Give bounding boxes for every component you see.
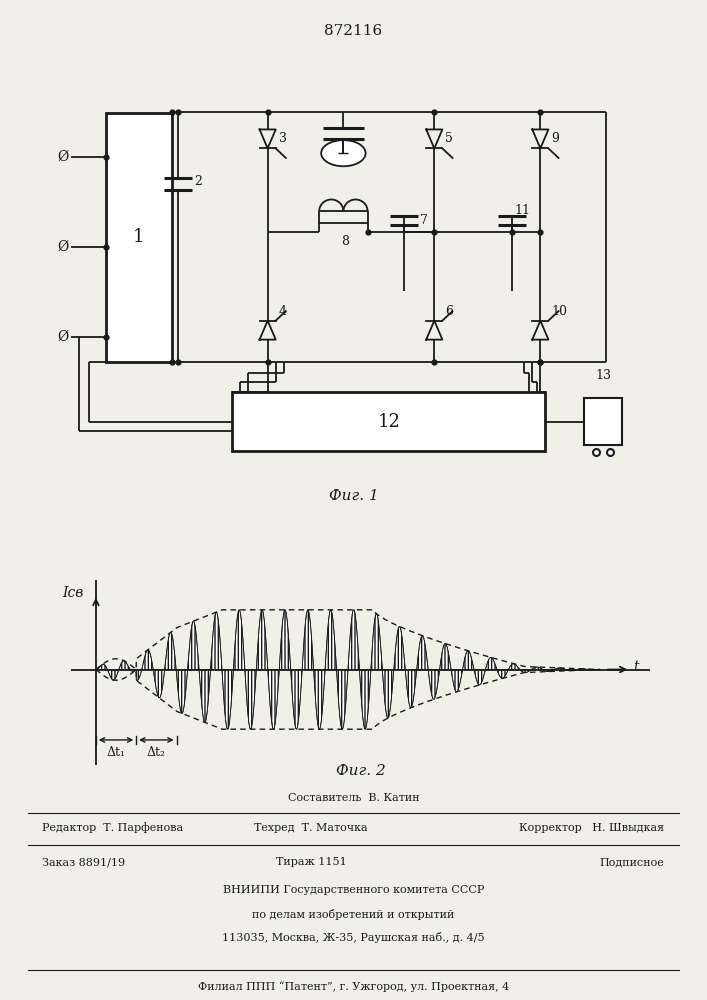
Text: Редактор  Т. Парфенова: Редактор Т. Парфенова <box>42 823 184 833</box>
Text: Заказ 8891/19: Заказ 8891/19 <box>42 857 126 867</box>
Bar <box>106 113 172 362</box>
Text: по делам изобретений и открытий: по делам изобретений и открытий <box>252 908 455 920</box>
Text: 3: 3 <box>279 132 287 145</box>
Text: ВНИИПИ Государственного комитета СССР: ВНИИПИ Государственного комитета СССР <box>223 885 484 895</box>
Text: 11: 11 <box>514 204 530 217</box>
Text: Тираж 1151: Тираж 1151 <box>276 857 346 867</box>
Text: Фиг. 2: Фиг. 2 <box>336 764 385 778</box>
Text: Δt₂: Δt₂ <box>147 746 166 759</box>
Text: 8: 8 <box>341 235 349 248</box>
Text: Ø: Ø <box>57 330 69 344</box>
Text: Филиал ППП “Патент”, г. Ужгород, ул. Проектная, 4: Филиал ППП “Патент”, г. Ужгород, ул. Про… <box>198 982 509 992</box>
Text: 6: 6 <box>445 305 453 318</box>
Text: 5: 5 <box>445 132 453 145</box>
Bar <box>584 398 622 445</box>
Text: Iсв: Iсв <box>62 586 83 600</box>
Text: Подписное: Подписное <box>600 857 665 867</box>
Bar <box>233 392 545 451</box>
Text: Фиг. 1: Фиг. 1 <box>329 489 378 503</box>
Text: 2: 2 <box>194 175 201 188</box>
Text: 4: 4 <box>279 305 287 318</box>
Text: 113035, Москва, Ж-35, Раушская наб., д. 4/5: 113035, Москва, Ж-35, Раушская наб., д. … <box>222 932 485 943</box>
Text: 1: 1 <box>133 229 145 246</box>
Text: t: t <box>633 660 638 674</box>
Text: 10: 10 <box>551 305 568 318</box>
Text: 7: 7 <box>420 214 428 227</box>
Text: 9: 9 <box>551 132 559 145</box>
Text: Составитель  В. Катин: Составитель В. Катин <box>288 793 419 803</box>
Ellipse shape <box>321 140 366 166</box>
Text: Δt₁: Δt₁ <box>107 746 126 759</box>
Text: 12: 12 <box>378 413 400 431</box>
Text: Ø: Ø <box>57 150 69 164</box>
Text: 872116: 872116 <box>325 24 382 38</box>
Text: Техред  Т. Маточка: Техред Т. Маточка <box>255 823 368 833</box>
Text: 13: 13 <box>595 369 611 382</box>
Text: Ø: Ø <box>57 240 69 254</box>
Text: Корректор   Н. Швыдкая: Корректор Н. Швыдкая <box>520 823 665 833</box>
